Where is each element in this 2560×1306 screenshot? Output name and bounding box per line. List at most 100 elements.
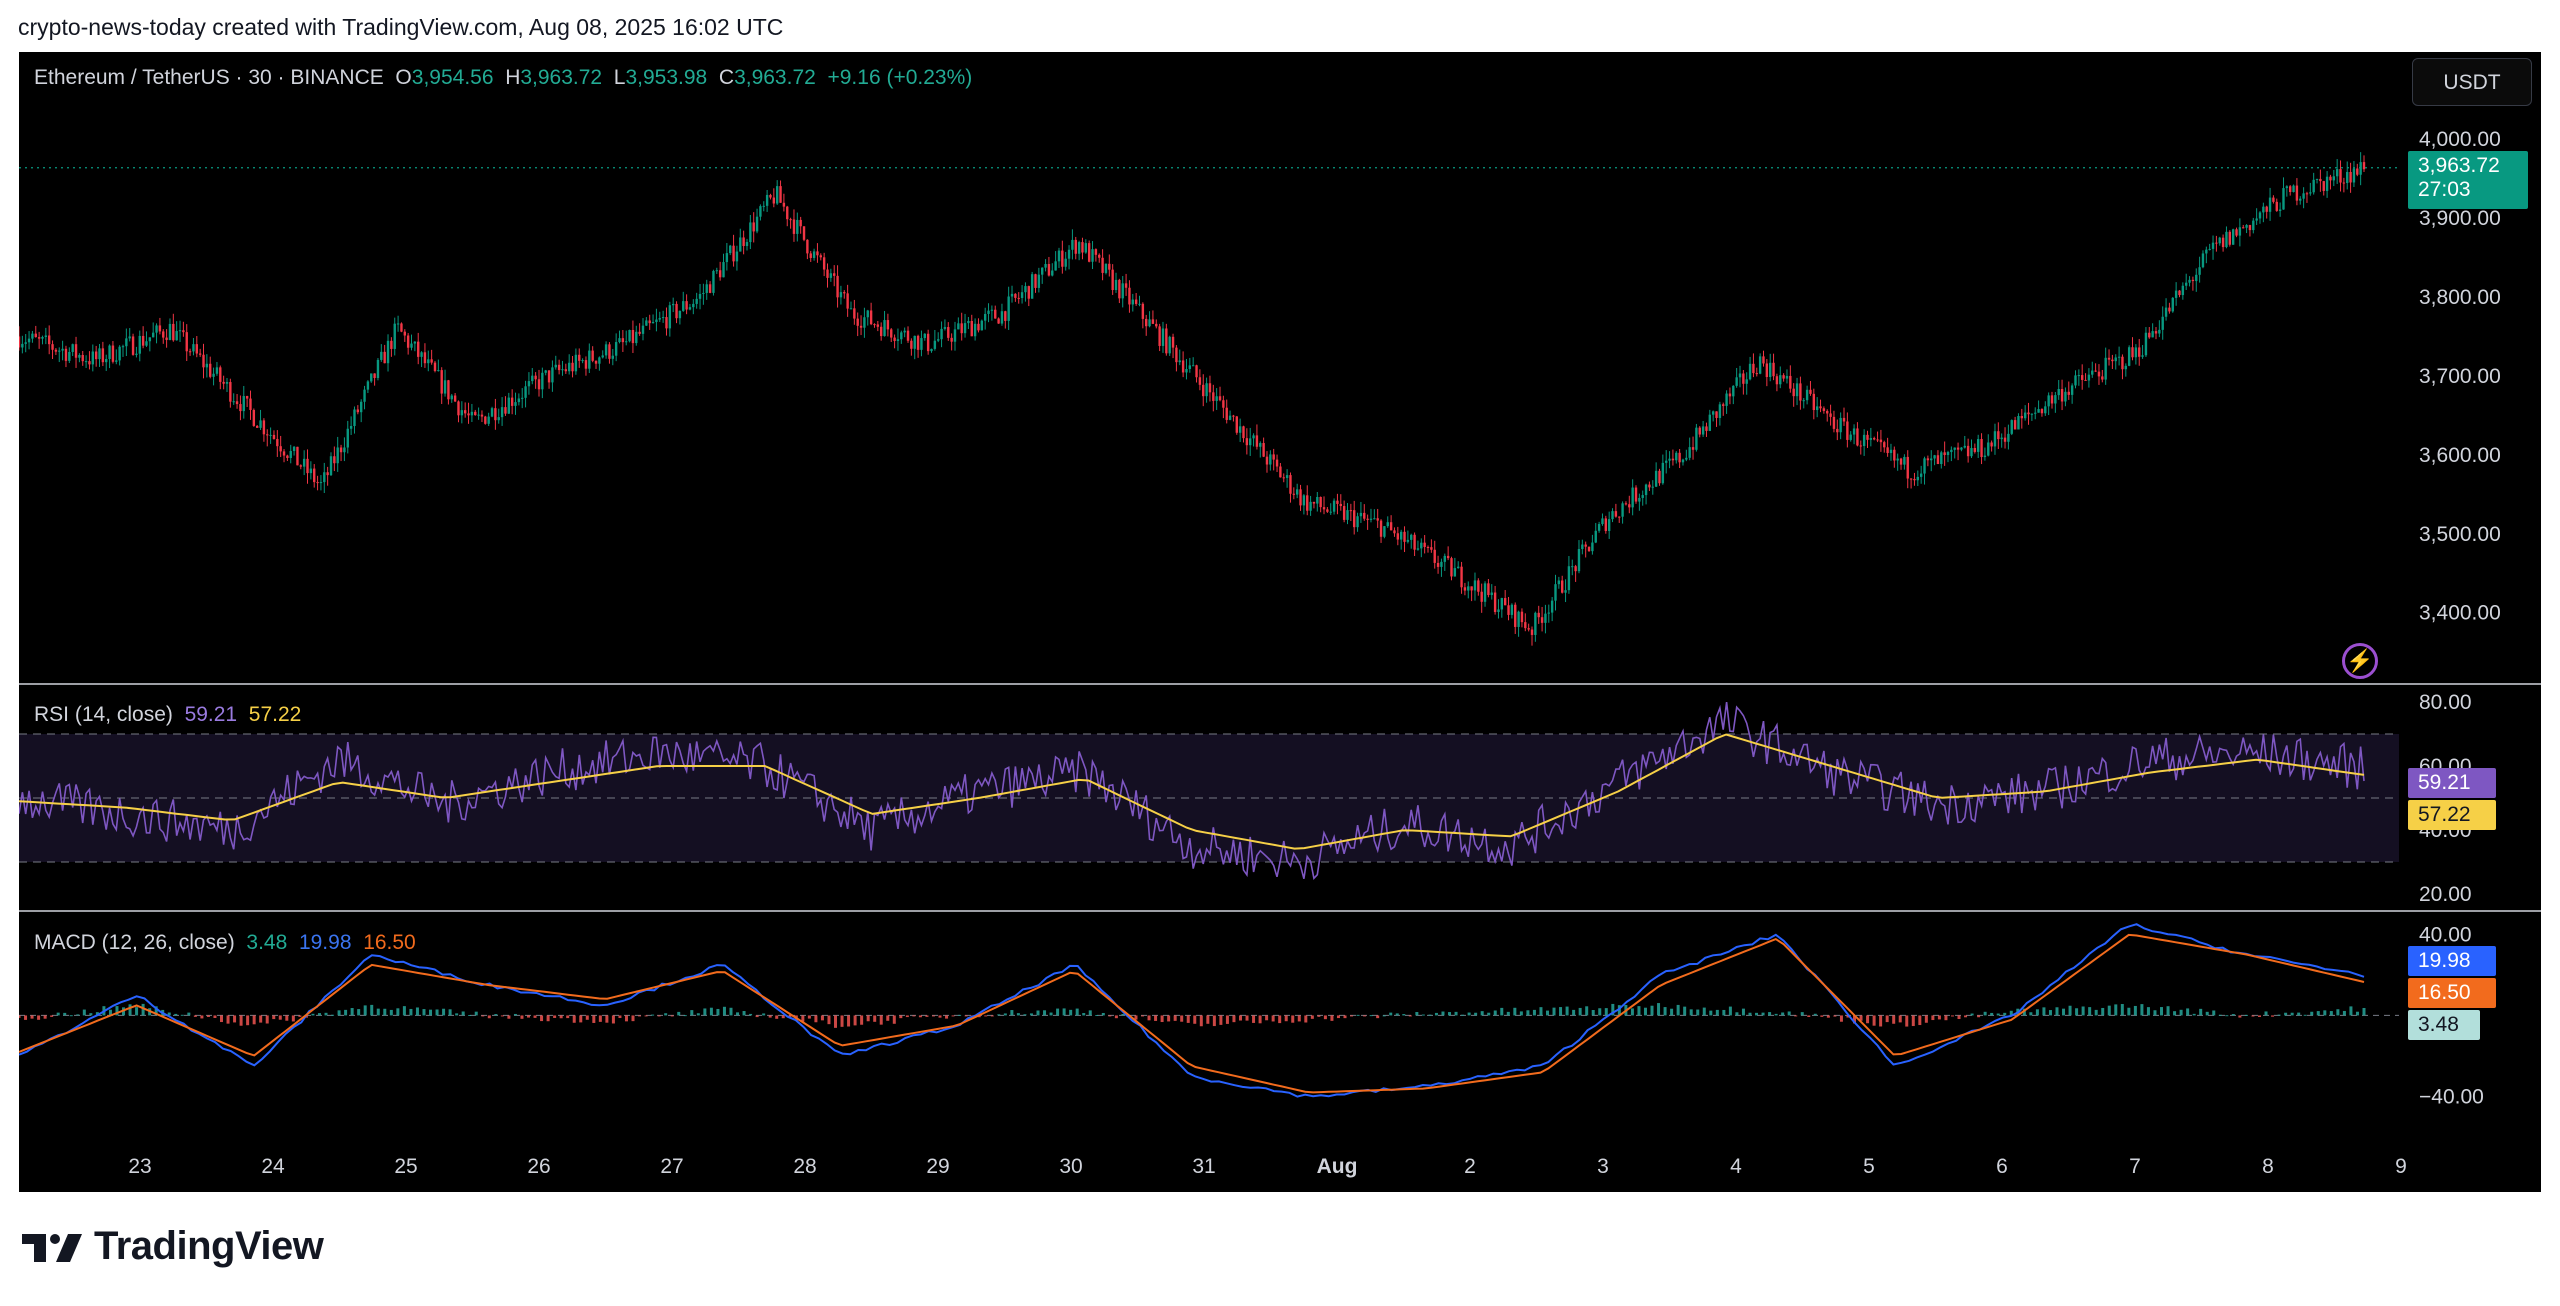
macd-histogram-bar xyxy=(291,1015,295,1022)
candle-body xyxy=(457,401,460,416)
macd-histogram-bar xyxy=(2186,1008,2190,1016)
chart-frame[interactable]: 4,000.00 3,900.00 3,800.00 3,700.00 3,600.00… xyxy=(19,52,2541,1192)
candle-body xyxy=(155,325,158,333)
candle-body xyxy=(484,416,487,424)
candle-body xyxy=(386,340,390,364)
macd-histogram-bar xyxy=(1206,1015,1210,1024)
candle-body xyxy=(1457,566,1460,569)
candle-body xyxy=(1987,442,1990,456)
candle-body xyxy=(628,329,631,342)
macd-histogram-bar xyxy=(239,1015,243,1026)
rsi-label: RSI (14, close) xyxy=(34,703,173,726)
macd-histogram-bar xyxy=(553,1015,557,1018)
macd-legend[interactable]: MACD (12, 26, close) 3.48 19.98 16.50 xyxy=(34,931,416,955)
candle-body xyxy=(390,340,393,349)
candle-body xyxy=(1722,404,1725,406)
high-label: H xyxy=(505,66,521,89)
brand-name: TradingView xyxy=(94,1224,324,1268)
candle-body xyxy=(960,323,963,334)
candle-body xyxy=(1849,434,1852,440)
macd-histogram-bar xyxy=(383,1008,387,1016)
candle-body xyxy=(78,355,81,358)
candle-body xyxy=(219,367,222,382)
candle-body xyxy=(1561,580,1564,593)
macd-histogram-bar xyxy=(213,1015,217,1018)
macd-histogram-bar xyxy=(141,1003,145,1016)
candle-body xyxy=(27,338,31,343)
macd-histogram-bar xyxy=(2323,1010,2327,1016)
candle-body xyxy=(1480,591,1483,602)
macd-histogram-bar xyxy=(206,1015,210,1017)
candle-body xyxy=(2101,376,2104,380)
candle-body xyxy=(313,468,316,483)
candle-body xyxy=(1728,393,1732,397)
candle-body xyxy=(755,216,759,232)
tradingview-brand[interactable]: TradingView xyxy=(22,1224,324,1269)
candle-body xyxy=(729,245,732,254)
macd-histogram-bar xyxy=(174,1013,178,1016)
candle-body xyxy=(661,317,665,319)
candle-body xyxy=(1067,249,1071,259)
macd-histogram-bar xyxy=(1670,1008,1674,1016)
candle-body xyxy=(1336,500,1339,504)
price-axis-tick: 4,000.00 xyxy=(2419,128,2501,151)
macd-histogram-bar xyxy=(2231,1014,2235,1016)
candle-body xyxy=(1611,511,1614,520)
candle-body xyxy=(2201,253,2205,268)
candle-body xyxy=(1205,383,1208,397)
candle-body xyxy=(1930,458,1933,461)
currency-button[interactable]: USDT xyxy=(2412,58,2532,106)
candle-body xyxy=(920,338,923,350)
macd-histogram-bar xyxy=(1382,1015,1386,1017)
candle-body xyxy=(2144,332,2148,356)
candle-body xyxy=(1393,530,1396,534)
candle-body xyxy=(2164,307,2168,317)
rsi-legend[interactable]: RSI (14, close) 59.21 57.22 xyxy=(34,703,301,727)
macd-histogram-bar xyxy=(396,1008,400,1016)
macd-histogram-bar xyxy=(2088,1007,2092,1016)
symbol-legend: Ethereum / TetherUS · 30 · BINANCE O3,95… xyxy=(34,66,972,90)
macd-histogram-bar xyxy=(1212,1015,1216,1027)
candle-body xyxy=(994,309,997,319)
macd-histogram-bar xyxy=(1258,1015,1262,1024)
candle-body xyxy=(165,337,168,340)
macd-histogram-bar xyxy=(1408,1015,1412,1017)
lightning-icon[interactable]: ⚡ xyxy=(2342,643,2378,679)
candle-body xyxy=(1916,476,1920,481)
macd-histogram-bar xyxy=(892,1015,896,1024)
time-axis-tick: 7 xyxy=(2129,1155,2141,1178)
macd-histogram-bar xyxy=(1023,1014,1027,1016)
macd-histogram-bar xyxy=(285,1015,289,1021)
candle-body xyxy=(2349,171,2352,183)
candle-body xyxy=(2362,162,2366,170)
candle-body xyxy=(1534,612,1537,635)
candle-body xyxy=(1688,447,1691,458)
macd-histogram-bar xyxy=(95,1012,99,1016)
candle-body xyxy=(588,350,591,369)
macd-signal-line xyxy=(19,933,2365,1094)
candle-body xyxy=(1453,568,1457,577)
candle-body xyxy=(24,342,27,344)
candle-body xyxy=(2030,413,2034,415)
candle-body xyxy=(1782,375,1785,379)
candle-body xyxy=(856,318,859,326)
candle-body xyxy=(1883,442,1886,448)
candle-body xyxy=(836,275,839,298)
macd-histogram-bar xyxy=(2192,1013,2196,1016)
candle-body xyxy=(718,270,722,278)
macd-histogram-bar xyxy=(1990,1012,1994,1016)
candle-body xyxy=(1571,566,1574,568)
candle-body xyxy=(1074,239,1077,254)
candle-body xyxy=(282,451,286,456)
candle-body xyxy=(1071,239,1074,250)
candle-body xyxy=(1852,428,1856,435)
candle-body xyxy=(1171,336,1175,348)
price-axis-tick: 3,400.00 xyxy=(2419,602,2501,625)
time-axis-tick: 8 xyxy=(2262,1155,2274,1178)
candle-body xyxy=(1678,452,1681,463)
candle-body xyxy=(2352,168,2356,183)
candle-body xyxy=(94,351,98,360)
macd-histogram-bar xyxy=(2271,1015,2275,1017)
macd-histogram-bar xyxy=(918,1015,922,1018)
macd-histogram-bar xyxy=(820,1015,824,1021)
